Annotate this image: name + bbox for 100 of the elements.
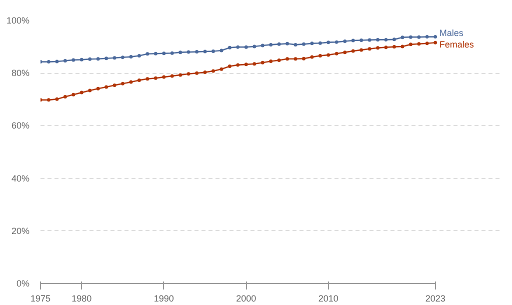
series-label: Females — [439, 40, 474, 50]
point — [434, 40, 438, 44]
point — [318, 41, 322, 45]
point — [252, 44, 256, 48]
point — [212, 69, 216, 73]
point — [408, 42, 412, 46]
point — [269, 42, 273, 46]
point — [302, 56, 306, 60]
point — [88, 57, 92, 61]
point — [368, 47, 372, 51]
point — [72, 58, 76, 62]
point — [286, 57, 290, 61]
point — [146, 77, 150, 81]
point — [310, 42, 314, 46]
point — [146, 52, 150, 56]
y-tick-label: 20% — [11, 226, 30, 236]
point — [96, 57, 100, 61]
point — [228, 64, 232, 68]
point — [72, 92, 76, 96]
point — [310, 55, 314, 59]
point — [203, 50, 207, 54]
point — [360, 38, 364, 42]
point — [129, 80, 133, 84]
point — [343, 50, 347, 54]
point — [417, 42, 421, 46]
point — [392, 45, 396, 49]
point — [376, 38, 380, 42]
point — [228, 46, 232, 50]
point — [392, 38, 396, 42]
point — [212, 50, 216, 54]
point — [46, 98, 50, 102]
point — [170, 74, 174, 78]
point — [294, 42, 298, 46]
point — [162, 52, 166, 56]
x-tick-label: 2023 — [425, 294, 446, 304]
point — [408, 35, 412, 39]
point — [129, 55, 133, 59]
point — [236, 63, 240, 67]
point — [154, 52, 158, 56]
point — [384, 38, 388, 42]
point — [277, 42, 281, 46]
point — [326, 40, 330, 44]
point — [244, 62, 248, 66]
point — [220, 48, 224, 52]
point — [63, 95, 67, 99]
point — [376, 46, 380, 50]
point — [400, 44, 404, 48]
point — [55, 97, 59, 101]
point — [112, 56, 116, 60]
point — [121, 56, 125, 60]
point — [186, 50, 190, 54]
point — [334, 52, 338, 56]
point — [104, 56, 108, 60]
point — [137, 54, 141, 58]
point — [63, 58, 67, 62]
x-tick-label: 1990 — [154, 294, 174, 304]
point — [351, 49, 355, 53]
point — [277, 58, 281, 62]
point — [425, 35, 429, 39]
y-tick-label: 100% — [6, 16, 30, 26]
x-tick-label: 2000 — [236, 294, 256, 304]
point — [170, 51, 174, 55]
point — [326, 53, 330, 57]
point — [121, 82, 125, 86]
point — [203, 70, 207, 74]
x-tick-label: 1975 — [30, 294, 51, 304]
point — [260, 44, 264, 48]
point — [195, 71, 199, 75]
point — [80, 90, 84, 94]
point — [178, 50, 182, 54]
point — [286, 42, 290, 46]
series-label: Males — [439, 28, 464, 38]
x-tick-label: 1980 — [72, 294, 92, 304]
point — [80, 58, 84, 62]
point — [220, 67, 224, 71]
point — [351, 38, 355, 42]
y-tick-label: 40% — [11, 173, 30, 184]
point — [96, 86, 100, 90]
point — [104, 85, 108, 89]
point — [252, 62, 256, 66]
point — [236, 45, 240, 49]
point — [384, 46, 388, 50]
point — [360, 48, 364, 52]
point — [244, 45, 248, 49]
y-tick-label: 80% — [11, 68, 30, 78]
point — [137, 78, 141, 82]
point — [368, 38, 372, 42]
point — [269, 60, 273, 64]
point — [334, 40, 338, 44]
point — [434, 35, 438, 39]
point — [178, 73, 182, 77]
point — [162, 75, 166, 79]
point — [294, 57, 298, 61]
point — [46, 60, 50, 64]
point — [425, 42, 429, 46]
point — [112, 83, 116, 87]
point — [302, 42, 306, 46]
point — [260, 60, 264, 64]
y-tick-label: 0% — [16, 278, 30, 288]
point — [343, 40, 347, 44]
